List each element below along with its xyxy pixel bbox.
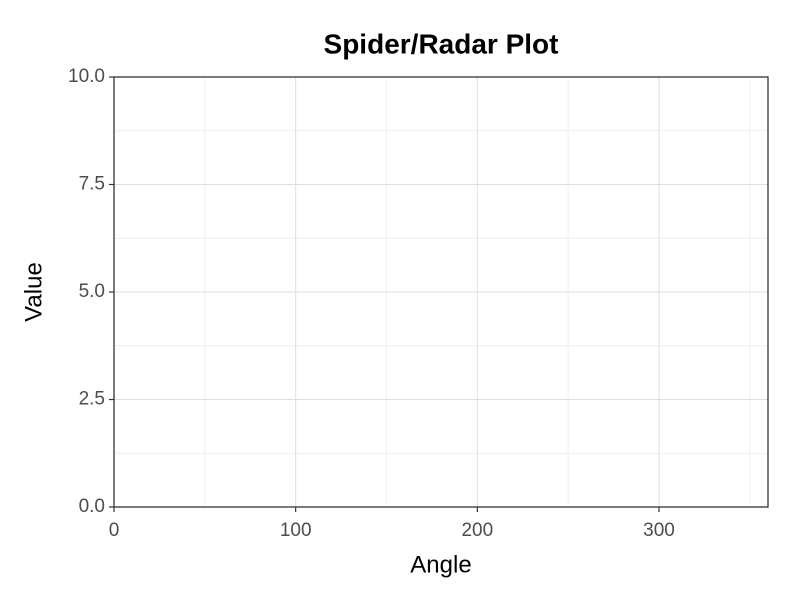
x-tick-label: 100 bbox=[280, 520, 312, 541]
y-tick-label: 7.5 bbox=[79, 174, 105, 195]
y-tick-label: 10.0 bbox=[68, 66, 105, 87]
x-tick-label: 0 bbox=[109, 520, 120, 541]
y-tick-label: 5.0 bbox=[79, 281, 105, 302]
x-tick-label: 200 bbox=[461, 520, 493, 541]
y-axis-title: Value bbox=[20, 262, 47, 322]
y-tick-label: 0.0 bbox=[79, 496, 105, 517]
panel-border bbox=[113, 76, 769, 508]
y-tick-label: 2.5 bbox=[79, 389, 105, 410]
x-tick-label: 300 bbox=[643, 520, 675, 541]
x-axis-title: Angle bbox=[410, 551, 471, 578]
chart-title: Spider/Radar Plot bbox=[324, 28, 559, 59]
